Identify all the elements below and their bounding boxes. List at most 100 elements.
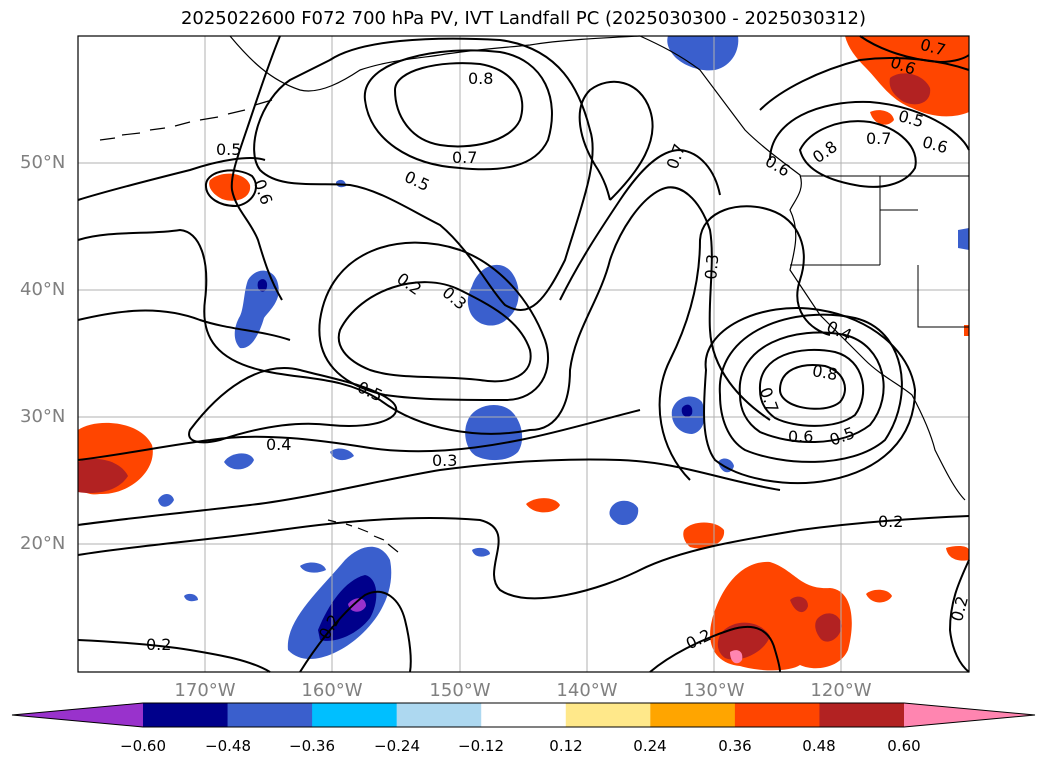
contour-0.6-circle-west	[204, 169, 257, 208]
negative-region-tiny-a	[184, 593, 198, 602]
colorbar-extend-min	[12, 703, 143, 727]
negative-region-coast	[958, 228, 969, 250]
map-title: 2025022600 F072 700 hPa PV, IVT Landfall…	[180, 8, 867, 29]
colorbar-segment	[565, 703, 651, 727]
positive-region-northeast	[845, 36, 969, 125]
contour-label: 0.5	[216, 140, 241, 159]
colorbar-segment	[396, 703, 482, 727]
contour-0.5-far-west	[77, 157, 266, 201]
colorbar-segment	[819, 703, 905, 727]
contour-0.7-trough	[578, 80, 654, 201]
colorbar-tick-label: −0.12	[458, 737, 504, 755]
lon-label-150w: 150°W	[429, 680, 491, 701]
negative-region-small-e	[300, 562, 326, 573]
contour-0.7-east-low	[758, 348, 865, 427]
map-background	[78, 36, 969, 672]
lon-label-120w: 120°W	[810, 680, 872, 701]
colorbar-tick-label: 0.36	[718, 737, 752, 755]
contour-label: 0.2	[146, 635, 171, 654]
contour-0.3-east-coast	[658, 205, 831, 481]
positive-region-npac	[209, 173, 251, 201]
colorbar-tick-label: −0.24	[374, 737, 420, 755]
contour-label: 0.3	[432, 451, 457, 470]
negative-region-small-d	[472, 547, 490, 557]
contour-0.5-subtropic	[188, 367, 398, 444]
colorbar-segment	[650, 703, 736, 727]
lon-label-130w: 130°W	[683, 680, 745, 701]
contour-label: 0.8	[468, 69, 493, 88]
contour-0.4-main	[77, 186, 771, 435]
contour-0.2-southeast	[649, 625, 781, 673]
lat-label-30n: 30°N	[20, 406, 66, 427]
colorbar	[11, 702, 1036, 728]
state-borders	[790, 176, 969, 328]
negative-region-mid-south	[609, 500, 639, 526]
contour-0.3-subtropic	[77, 458, 781, 526]
positive-region-subtropic-a	[526, 498, 560, 513]
positive-region-small-east	[866, 589, 892, 603]
map-panel: 0.8 0.7 0.5 0.6 0.5 0.7 0.2 0.3 0.5 0.4 …	[77, 35, 972, 673]
positive-region-coast-b	[964, 325, 969, 336]
contour-0.3-basin	[77, 309, 291, 341]
contour-0.5-east-low	[718, 313, 903, 463]
negative-region-mid	[671, 396, 705, 434]
lat-label-50n: 50°N	[20, 152, 66, 173]
contour-0.2-southwest	[77, 639, 271, 673]
contour-0.8-north	[393, 62, 524, 148]
colorbar-tick-label: 0.12	[549, 737, 583, 755]
coastlines	[99, 35, 969, 553]
colorbar-extend-max	[904, 703, 1035, 727]
colorbar-segment	[227, 703, 313, 727]
contour-0.2-east-edge	[948, 559, 970, 673]
contour-label: 0.2	[878, 512, 903, 531]
contour-0.5-central-trough	[559, 148, 721, 301]
colorbar-tick-label: 0.60	[887, 737, 921, 755]
lat-label-20n: 20°N	[20, 533, 66, 554]
positive-region-coast-a	[946, 545, 969, 561]
colorbar-outline	[11, 702, 1036, 728]
contour-0.4-subtropic	[77, 409, 641, 461]
contour-0.7-north	[363, 49, 553, 171]
colorbar-tick-label: −0.60	[120, 737, 166, 755]
negative-region-small-c	[330, 448, 354, 461]
contour-label: 0.6	[788, 427, 813, 446]
aleutian-islands	[99, 99, 273, 141]
hawaiian-islands	[327, 519, 399, 553]
lon-label-140w: 140°W	[556, 680, 618, 701]
lon-label-160w: 160°W	[301, 680, 363, 701]
lon-label-170w: 170°W	[174, 680, 236, 701]
contour-label: 0.4	[266, 435, 291, 454]
contour-0.7-ne-corner	[859, 35, 970, 64]
contour-0.2-south	[77, 515, 970, 600]
contour-0.6-east-low	[738, 331, 885, 444]
positive-region-west	[78, 422, 153, 495]
contour-0.6-northeast	[769, 100, 970, 161]
colorbar-segment	[143, 703, 229, 727]
negative-region-alaska	[667, 36, 739, 71]
contour-0.2-hawaii	[299, 590, 412, 673]
gulf-of-alaska-coast	[639, 35, 966, 501]
contour-0.2-basin	[337, 281, 532, 383]
colorbar-segment	[481, 703, 567, 727]
lat-label-40n: 40°N	[20, 279, 66, 300]
pc-shading	[78, 36, 969, 671]
contour-0.7-northeast	[798, 120, 917, 188]
contour-0.8-east-low	[778, 364, 846, 410]
pv-contours	[77, 35, 970, 673]
contour-0.6-west	[230, 35, 283, 301]
positive-region-southeast	[710, 561, 852, 671]
colorbar-tick-label: −0.48	[205, 737, 251, 755]
contour-label: 0.7	[866, 129, 891, 148]
colorbar-tick-label: 0.24	[633, 737, 667, 755]
contour-label: 0.8	[811, 361, 839, 384]
colorbar-segment	[734, 703, 820, 727]
negative-region-hawaii-south	[287, 546, 392, 659]
negative-region-small-b	[158, 494, 174, 507]
contour-0.5-north	[253, 37, 594, 311]
map-border	[77, 35, 970, 673]
contour-label: 0.3	[701, 253, 722, 280]
colorbar-segment	[312, 703, 398, 727]
contour-0.3-basin-inner	[318, 241, 550, 402]
contour-0.4-east-low	[702, 307, 917, 485]
